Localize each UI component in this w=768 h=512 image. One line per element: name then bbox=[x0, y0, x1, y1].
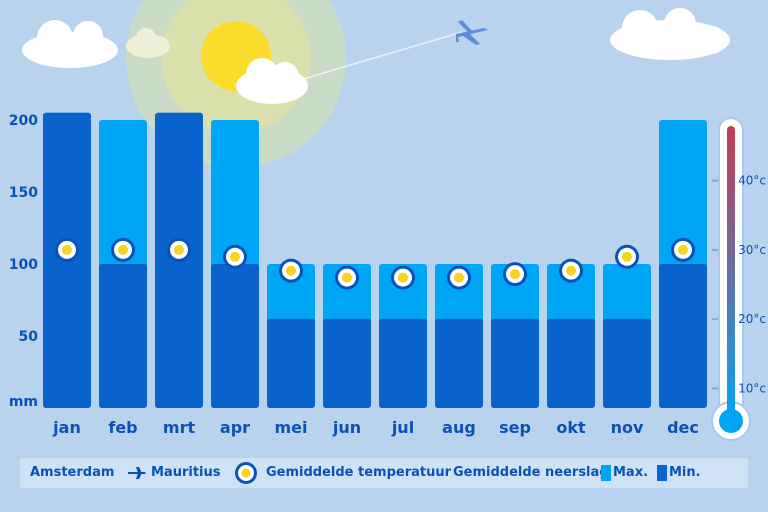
y-tick-label: 50 bbox=[19, 329, 39, 345]
x-tick-label: apr bbox=[220, 418, 250, 437]
x-tick-label: mrt bbox=[163, 418, 196, 437]
bar-min bbox=[659, 264, 707, 408]
thermometer-bulb bbox=[719, 409, 743, 433]
y-tick-label: 200 bbox=[9, 113, 38, 129]
x-tick-label: jan bbox=[52, 418, 81, 437]
temperature-marker-dot bbox=[678, 244, 688, 255]
temperature-marker-icon bbox=[235, 462, 257, 484]
legend: Amsterdam Mauritius Gemiddelde temperatu… bbox=[20, 458, 748, 488]
max-legend-label: Max. bbox=[613, 465, 649, 480]
temperature-marker-dot bbox=[286, 265, 296, 276]
temperature-marker-dot bbox=[566, 265, 576, 276]
y-tick-label: 150 bbox=[9, 185, 38, 201]
y-tick-label: 100 bbox=[9, 257, 38, 273]
temperature-marker bbox=[111, 237, 135, 262]
x-tick-label: mei bbox=[274, 418, 307, 437]
temperature-marker-dot bbox=[622, 251, 632, 262]
temperature-marker bbox=[55, 237, 79, 262]
plane-icon bbox=[458, 20, 474, 34]
route-to-label: Mauritius bbox=[151, 465, 221, 480]
bar-min bbox=[323, 318, 371, 408]
temperature-marker bbox=[335, 265, 359, 290]
x-tick-label: sep bbox=[499, 418, 531, 437]
max-swatch bbox=[601, 465, 611, 481]
min-legend-label: Min. bbox=[669, 465, 701, 480]
temperature-marker bbox=[391, 265, 415, 290]
x-tick-label: okt bbox=[556, 418, 586, 437]
bar-min bbox=[603, 318, 651, 408]
thermometer-tick-label: 30°c bbox=[738, 243, 766, 257]
temperature-marker-dot bbox=[454, 272, 464, 283]
thermometer-tick-label: 20°c bbox=[738, 312, 766, 326]
thermometer-tick-label: 10°c bbox=[738, 381, 766, 395]
temperature-marker-dot bbox=[62, 244, 72, 255]
bar-min bbox=[547, 318, 595, 408]
x-tick-label: feb bbox=[108, 418, 137, 437]
cloud-icon bbox=[22, 20, 118, 68]
thermometer-tick-label: 40°c bbox=[738, 174, 766, 188]
temperature-marker bbox=[615, 244, 639, 269]
plane-icon bbox=[456, 28, 488, 45]
cloud-icon bbox=[610, 8, 730, 60]
rain-legend-label: Gemiddelde neerslag bbox=[453, 465, 609, 480]
x-tick-label: jun bbox=[332, 418, 361, 437]
temperature-marker bbox=[503, 262, 527, 287]
bar-min bbox=[435, 318, 483, 408]
temperature-marker-dot bbox=[230, 251, 240, 262]
bar-min bbox=[99, 264, 147, 408]
cloud-icon bbox=[126, 28, 170, 58]
plane-icon bbox=[128, 467, 146, 479]
temperature-marker-dot bbox=[342, 272, 352, 283]
temperature-marker bbox=[559, 258, 583, 283]
temperature-marker bbox=[167, 237, 191, 262]
temperature-marker-dot bbox=[398, 272, 408, 283]
min-swatch bbox=[657, 465, 667, 481]
cloud-icon bbox=[236, 58, 308, 104]
temperature-marker bbox=[447, 265, 471, 290]
bar-min bbox=[379, 318, 427, 408]
bar-min bbox=[267, 318, 315, 408]
x-tick-label: aug bbox=[442, 418, 476, 437]
temperature-marker bbox=[279, 258, 303, 283]
route-from-label: Amsterdam bbox=[30, 465, 115, 480]
y-axis-label: mm bbox=[9, 394, 38, 410]
bar-min bbox=[211, 264, 259, 408]
x-tick-label: nov bbox=[611, 418, 644, 437]
temperature-marker bbox=[671, 237, 695, 262]
bar-min bbox=[491, 318, 539, 408]
temperature-legend-label: Gemiddelde temperatuur bbox=[266, 465, 452, 480]
x-tick-label: dec bbox=[667, 418, 699, 437]
temperature-marker-dot bbox=[174, 244, 184, 255]
thermometer-mercury bbox=[727, 126, 735, 422]
thermometer: 10°c 20°c 30°c 40°c bbox=[711, 117, 766, 441]
temperature-marker-dot bbox=[510, 269, 520, 280]
plane-trail bbox=[299, 31, 463, 81]
x-tick-label: jul bbox=[391, 418, 414, 437]
temperature-marker bbox=[223, 244, 247, 269]
temperature-marker-dot bbox=[118, 244, 128, 255]
